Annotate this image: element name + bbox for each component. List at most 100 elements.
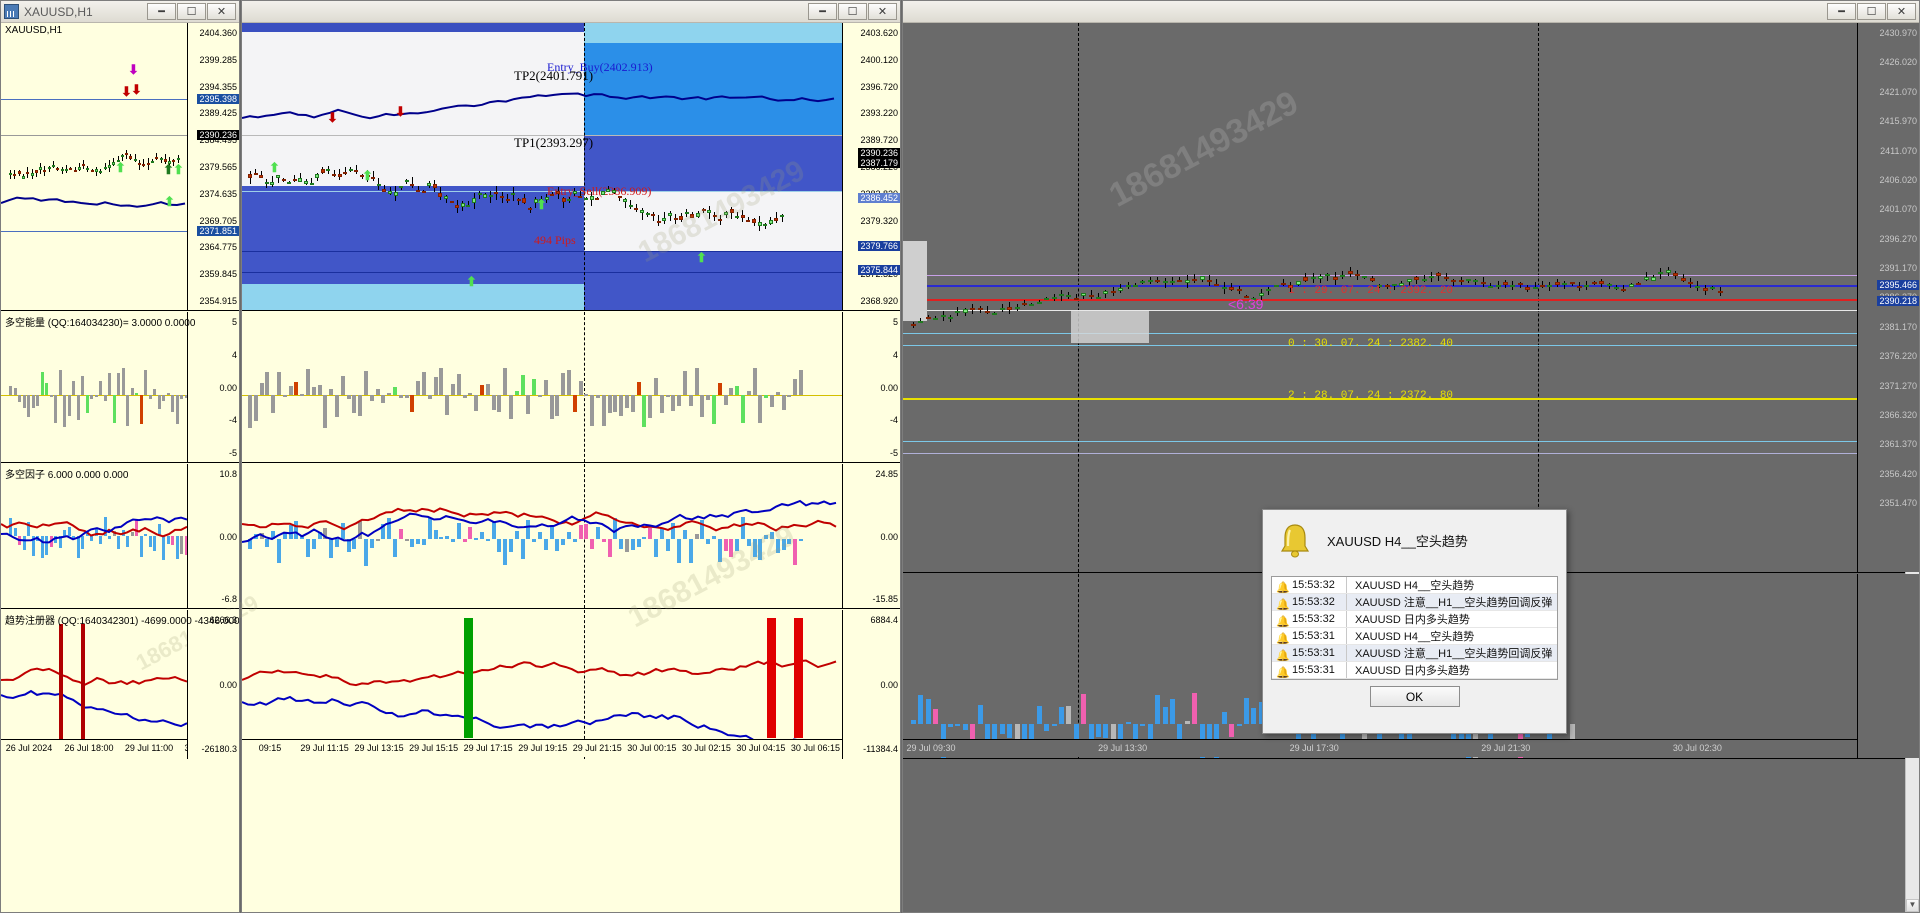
main-indicator-pane-2[interactable]: 24.85 0.00 -15.85: [242, 464, 900, 609]
close-button[interactable]: ✕: [207, 3, 236, 20]
histogram-bar: [970, 724, 976, 744]
axis-tick: -4: [889, 415, 898, 426]
right-chart-area[interactable]: ▼ 2430.970 2426.020 2421.070 2415.970 2411.0…: [903, 23, 1919, 912]
titlebar-left[interactable]: XAUUSD,H1 ━ ☐ ✕: [1, 1, 239, 23]
window-main[interactable]: ━ ☐ ✕ Entry_Buy(2402.913) TP2(2401.791): [241, 0, 901, 913]
histogram-bar: [40, 536, 44, 558]
histogram-bar: [1221, 711, 1227, 724]
time-label: 29 Jul 09:30: [906, 743, 956, 753]
histogram-bar: [462, 395, 467, 399]
alert-row[interactable]: 🔔 15:53:32 XAUUSD 注意__H1__空头趋势回调反弹: [1272, 594, 1557, 611]
alert-row[interactable]: 🔔 15:53:31 XAUUSD 日内多头趋势: [1272, 662, 1557, 679]
histogram-bar: [248, 395, 252, 428]
histogram-bar: [112, 395, 116, 424]
histogram-bar: [67, 395, 71, 417]
histogram-bar: [54, 536, 57, 543]
histogram-bar: [398, 528, 403, 539]
alert-row[interactable]: 🔔 15:53:32 XAUUSD H4__空头趋势: [1272, 577, 1557, 594]
titlebar-right[interactable]: ━ ☐ ✕: [903, 1, 1919, 23]
axis-tick: 5: [231, 317, 237, 327]
histogram-bar: [404, 538, 409, 541]
histogram-bar: [584, 524, 589, 539]
minimize-button[interactable]: ━: [147, 3, 176, 20]
histogram-bar: [144, 534, 147, 537]
sell-arrow-icon: ⬇: [128, 62, 139, 77]
histogram-bar: [265, 539, 270, 547]
time-label: 29 Jul 19:15: [518, 743, 568, 753]
indicator-label: 趋势注册器 (QQ:1640342301) -4699.0000 -4346.0…: [5, 616, 239, 627]
axis-tick: 24.85: [875, 469, 898, 479]
left-indicator-pane-3[interactable]: 趋势注册器 (QQ:1640342301) -4699.0000 -4346.0…: [1, 610, 239, 759]
price-tag: 2379.766: [858, 241, 900, 251]
time-label: 26 Jul 2024: [5, 743, 53, 753]
close-button[interactable]: ✕: [868, 3, 897, 20]
restore-button[interactable]: ☐: [177, 3, 206, 20]
histogram-bar: [741, 516, 745, 539]
annotation-fib-2: 2 : 28. 07. 24 : 2372. 80: [1288, 390, 1454, 402]
histogram-bar: [918, 694, 924, 724]
right-price-pane[interactable]: 2430.970 2426.020 2421.070 2415.970 2411.070…: [903, 23, 1919, 573]
histogram-bar: [677, 395, 682, 406]
window-title: XAUUSD,H1: [24, 4, 93, 19]
histogram-bar: [729, 539, 734, 557]
restore-button[interactable]: ☐: [838, 3, 867, 20]
histogram-bar: [433, 376, 438, 395]
left-indicator-pane-2[interactable]: 多空因子 6.000 0.000 0.000 10.8 0.00 -6.8: [1, 464, 239, 609]
ok-button[interactable]: OK: [1369, 686, 1460, 707]
histogram-bar: [148, 395, 152, 400]
annotation-tp1: TP1(2393.297): [514, 135, 594, 150]
histogram-bar: [706, 395, 711, 400]
alert-list[interactable]: 🔔 15:53:32 XAUUSD H4__空头趋势 🔔 15:53:32 XAUUSD …: [1271, 576, 1558, 680]
axis-tick: 6266.3: [209, 615, 237, 625]
price-tag: 2390.236: [858, 148, 900, 158]
alert-row[interactable]: 🔔 15:53:32 XAUUSD 日内多头趋势: [1272, 611, 1557, 628]
histogram-bar: [294, 520, 299, 539]
histogram-bar: [764, 534, 769, 539]
histogram-bar: [526, 395, 531, 414]
histogram-bar: [659, 528, 664, 539]
histogram-bar: [1244, 698, 1249, 724]
annotation-fib-1: 1 : 29. 07. 24 : 2392. 20: [1288, 285, 1454, 297]
main-price-pane[interactable]: Entry_Buy(2402.913) TP2(2401.791) TP1(23…: [242, 23, 900, 311]
left-chart-area[interactable]: XAUUSD,H1 2404.360 2399.285 2394.355 2389.4…: [1, 23, 239, 912]
histogram-bar: [474, 537, 479, 540]
price-axis: 2404.360 2399.285 2394.355 2389.425 2384.495…: [187, 23, 239, 310]
main-chart-area[interactable]: Entry_Buy(2402.913) TP2(2401.791) TP1(23…: [242, 23, 900, 912]
histogram-bar: [590, 539, 595, 550]
main-indicator-pane-3[interactable]: 6884.4 0.00 -11384.4: [242, 610, 900, 759]
scroll-down-icon[interactable]: ▼: [1906, 899, 1919, 912]
histogram-bar: [135, 392, 138, 395]
window-right[interactable]: ━ ☐ ✕ ▼ 2430.970 2426.020 2421.070 2415.970…: [902, 0, 1920, 913]
restore-button[interactable]: ☐: [1857, 3, 1886, 20]
annotation-pips: 494 Pips: [534, 233, 576, 247]
close-button[interactable]: ✕: [1887, 3, 1916, 20]
axis-tick: -5: [889, 448, 898, 458]
histogram-bar: [422, 372, 426, 395]
histogram-bar: [1207, 724, 1212, 744]
histogram-bar: [45, 383, 48, 395]
histogram-bar: [1007, 724, 1013, 739]
histogram-bar: [688, 539, 693, 564]
histogram-bar: [625, 539, 629, 552]
histogram-bar: [311, 386, 316, 395]
indicator-line: [242, 659, 837, 687]
main-indicator-pane-1[interactable]: 5 4 0.00 -4 -5: [242, 312, 900, 463]
histogram-bar: [514, 390, 519, 395]
alert-row[interactable]: 🔔 15:53:31 XAUUSD H4__空头趋势: [1272, 628, 1557, 645]
minimize-button[interactable]: ━: [808, 3, 837, 20]
minimize-button[interactable]: ━: [1827, 3, 1856, 20]
axis-tick: 2368.920: [860, 296, 898, 306]
signal-marker: [81, 624, 85, 742]
left-indicator-pane-1[interactable]: 多空能量 (QQ:164034230)= 3.0000 0.0000 5 4 0.0…: [1, 312, 239, 463]
titlebar-main[interactable]: ━ ☐ ✕: [242, 1, 900, 23]
axis-tick: 2351.470: [1879, 498, 1917, 508]
alert-dialog[interactable]: XAUUSD H4__空头趋势 🔔 15:53:32 XAUUSD H4__空头趋势…: [1262, 509, 1567, 734]
histogram-bar: [1569, 724, 1575, 750]
alert-row[interactable]: 🔔 15:53:31 XAUUSD 注意__H1__空头趋势回调反弹: [1272, 645, 1557, 662]
left-price-pane[interactable]: XAUUSD,H1 2404.360 2399.285 2394.355 2389.4…: [1, 23, 239, 311]
histogram-bar: [1014, 724, 1020, 752]
window-left[interactable]: XAUUSD,H1 ━ ☐ ✕ XAUUSD,H1 2404.360 2399.2…: [0, 0, 240, 913]
histogram-bar: [648, 528, 653, 539]
histogram-bar: [45, 536, 48, 555]
axis-tick: 2364.775: [199, 242, 237, 253]
